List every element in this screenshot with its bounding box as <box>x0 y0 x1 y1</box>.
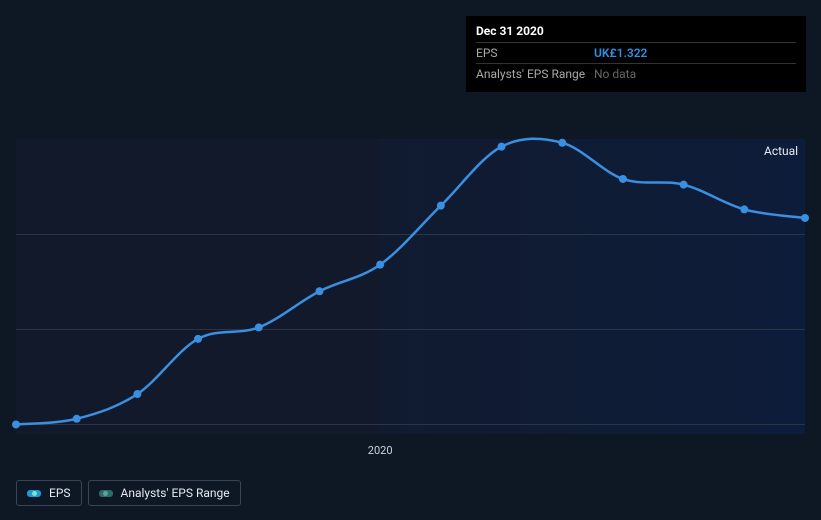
eps-point[interactable] <box>619 175 627 183</box>
chart-annotation-actual: Actual <box>764 144 798 158</box>
eps-point[interactable] <box>801 214 809 222</box>
x-axis-label: 2020 <box>368 444 393 457</box>
tooltip-row-value: UK£1.322 <box>594 46 647 60</box>
eps-point[interactable] <box>255 323 263 331</box>
tooltip-row-value: No data <box>594 67 636 81</box>
line-layer <box>16 139 805 434</box>
eps-point[interactable] <box>558 139 566 147</box>
tooltip-row-label: Analysts' EPS Range <box>476 67 594 81</box>
chart-tooltip: Dec 31 2020 EPSUK£1.322Analysts' EPS Ran… <box>466 16 806 92</box>
tooltip-row-label: EPS <box>476 46 594 60</box>
eps-point[interactable] <box>680 181 688 189</box>
eps-point[interactable] <box>498 143 506 151</box>
legend-swatch-icon <box>99 490 113 497</box>
eps-point[interactable] <box>194 335 202 343</box>
eps-point[interactable] <box>740 205 748 213</box>
eps-point[interactable] <box>437 202 445 210</box>
tooltip-date: Dec 31 2020 <box>476 24 796 42</box>
eps-point[interactable] <box>315 287 323 295</box>
eps-point[interactable] <box>376 261 384 269</box>
legend-label: EPS <box>49 486 71 500</box>
tooltip-row: Analysts' EPS RangeNo data <box>476 63 796 84</box>
tooltip-row: EPSUK£1.322 <box>476 42 796 63</box>
eps-line <box>16 139 805 425</box>
chart-legend: EPS Analysts' EPS Range <box>16 480 241 506</box>
legend-item[interactable]: EPS <box>16 480 82 506</box>
eps-point[interactable] <box>12 420 20 428</box>
legend-label: Analysts' EPS Range <box>121 486 230 500</box>
eps-point[interactable] <box>133 390 141 398</box>
eps-chart <box>16 139 805 434</box>
legend-swatch-icon <box>27 490 41 497</box>
eps-point[interactable] <box>73 415 81 423</box>
legend-item[interactable]: Analysts' EPS Range <box>88 480 241 506</box>
